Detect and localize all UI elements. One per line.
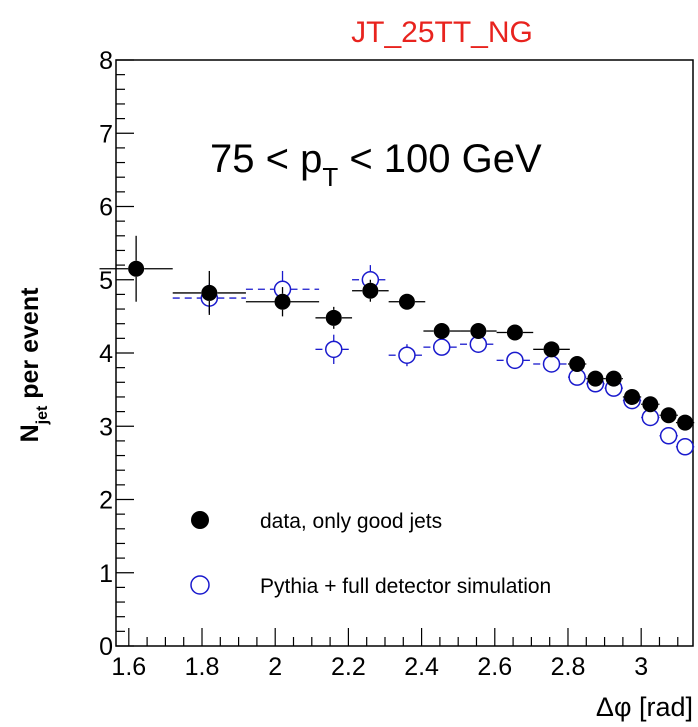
series-data [99,235,695,431]
x-tick-label: 2.6 [477,653,512,681]
data-point [325,309,342,326]
data-point [362,282,379,299]
svg-text:Njet per event: Njet per event [16,287,51,443]
series-simulation [172,265,695,456]
data-point [677,414,694,431]
data-point [274,293,291,310]
axes: 1.6 1.8 2 2.2 2.4 2.6 2.8 3 0 1 2 3 4 5 6 7 8 [99,47,694,681]
x-tick-label: 2.2 [331,653,366,681]
data-point [470,323,487,340]
chart-title: JT_25TT_NG [351,16,533,49]
legend-label: data, only good jets [260,510,442,533]
y-tick-label: 8 [99,47,113,75]
data-point [642,396,659,413]
x-tick-label: 3 [634,653,648,681]
data-point [660,407,677,424]
data-series [99,235,695,456]
legend-marker [191,511,209,529]
x-axis-label: Δφ [rad] [596,692,693,722]
data-point [506,324,523,341]
y-axis-label: Njet per event [16,287,51,443]
data-point [128,260,145,277]
y-tick-label: 7 [99,120,113,148]
y-tick-label: 3 [99,413,113,441]
y-tick-label: 1 [99,560,113,588]
y-tick-label: 2 [99,487,113,515]
data-point [587,370,604,387]
data-point [506,351,524,370]
data-point [433,323,450,340]
data-point [432,338,451,356]
data-point [659,427,678,445]
data-point [398,293,415,310]
legend: data, only good jets Pythia + full detect… [190,510,551,598]
data-point [542,355,561,373]
y-tick-label: 5 [99,267,113,295]
legend-marker [190,575,210,595]
x-tick-label: 1.8 [185,653,220,681]
y-tick-label: 4 [99,340,113,368]
x-tick-label: 1.6 [111,653,146,681]
pt-range-annotation: 75 < pT < 100 GeV [210,137,542,192]
x-tick-label: 2 [268,653,282,681]
data-point [569,355,586,372]
data-point [398,346,416,364]
data-point [325,340,343,359]
x-tick-label: 2.8 [551,653,586,681]
x-tick-label: 2.4 [404,653,439,681]
y-tick-label: 0 [99,633,113,661]
data-point [676,438,694,456]
legend-label: Pythia + full detector simulation [260,575,551,598]
data-point [624,388,641,405]
y-tick-label: 6 [99,194,113,222]
data-point [543,341,560,358]
data-point [605,370,622,387]
data-point [201,284,218,301]
